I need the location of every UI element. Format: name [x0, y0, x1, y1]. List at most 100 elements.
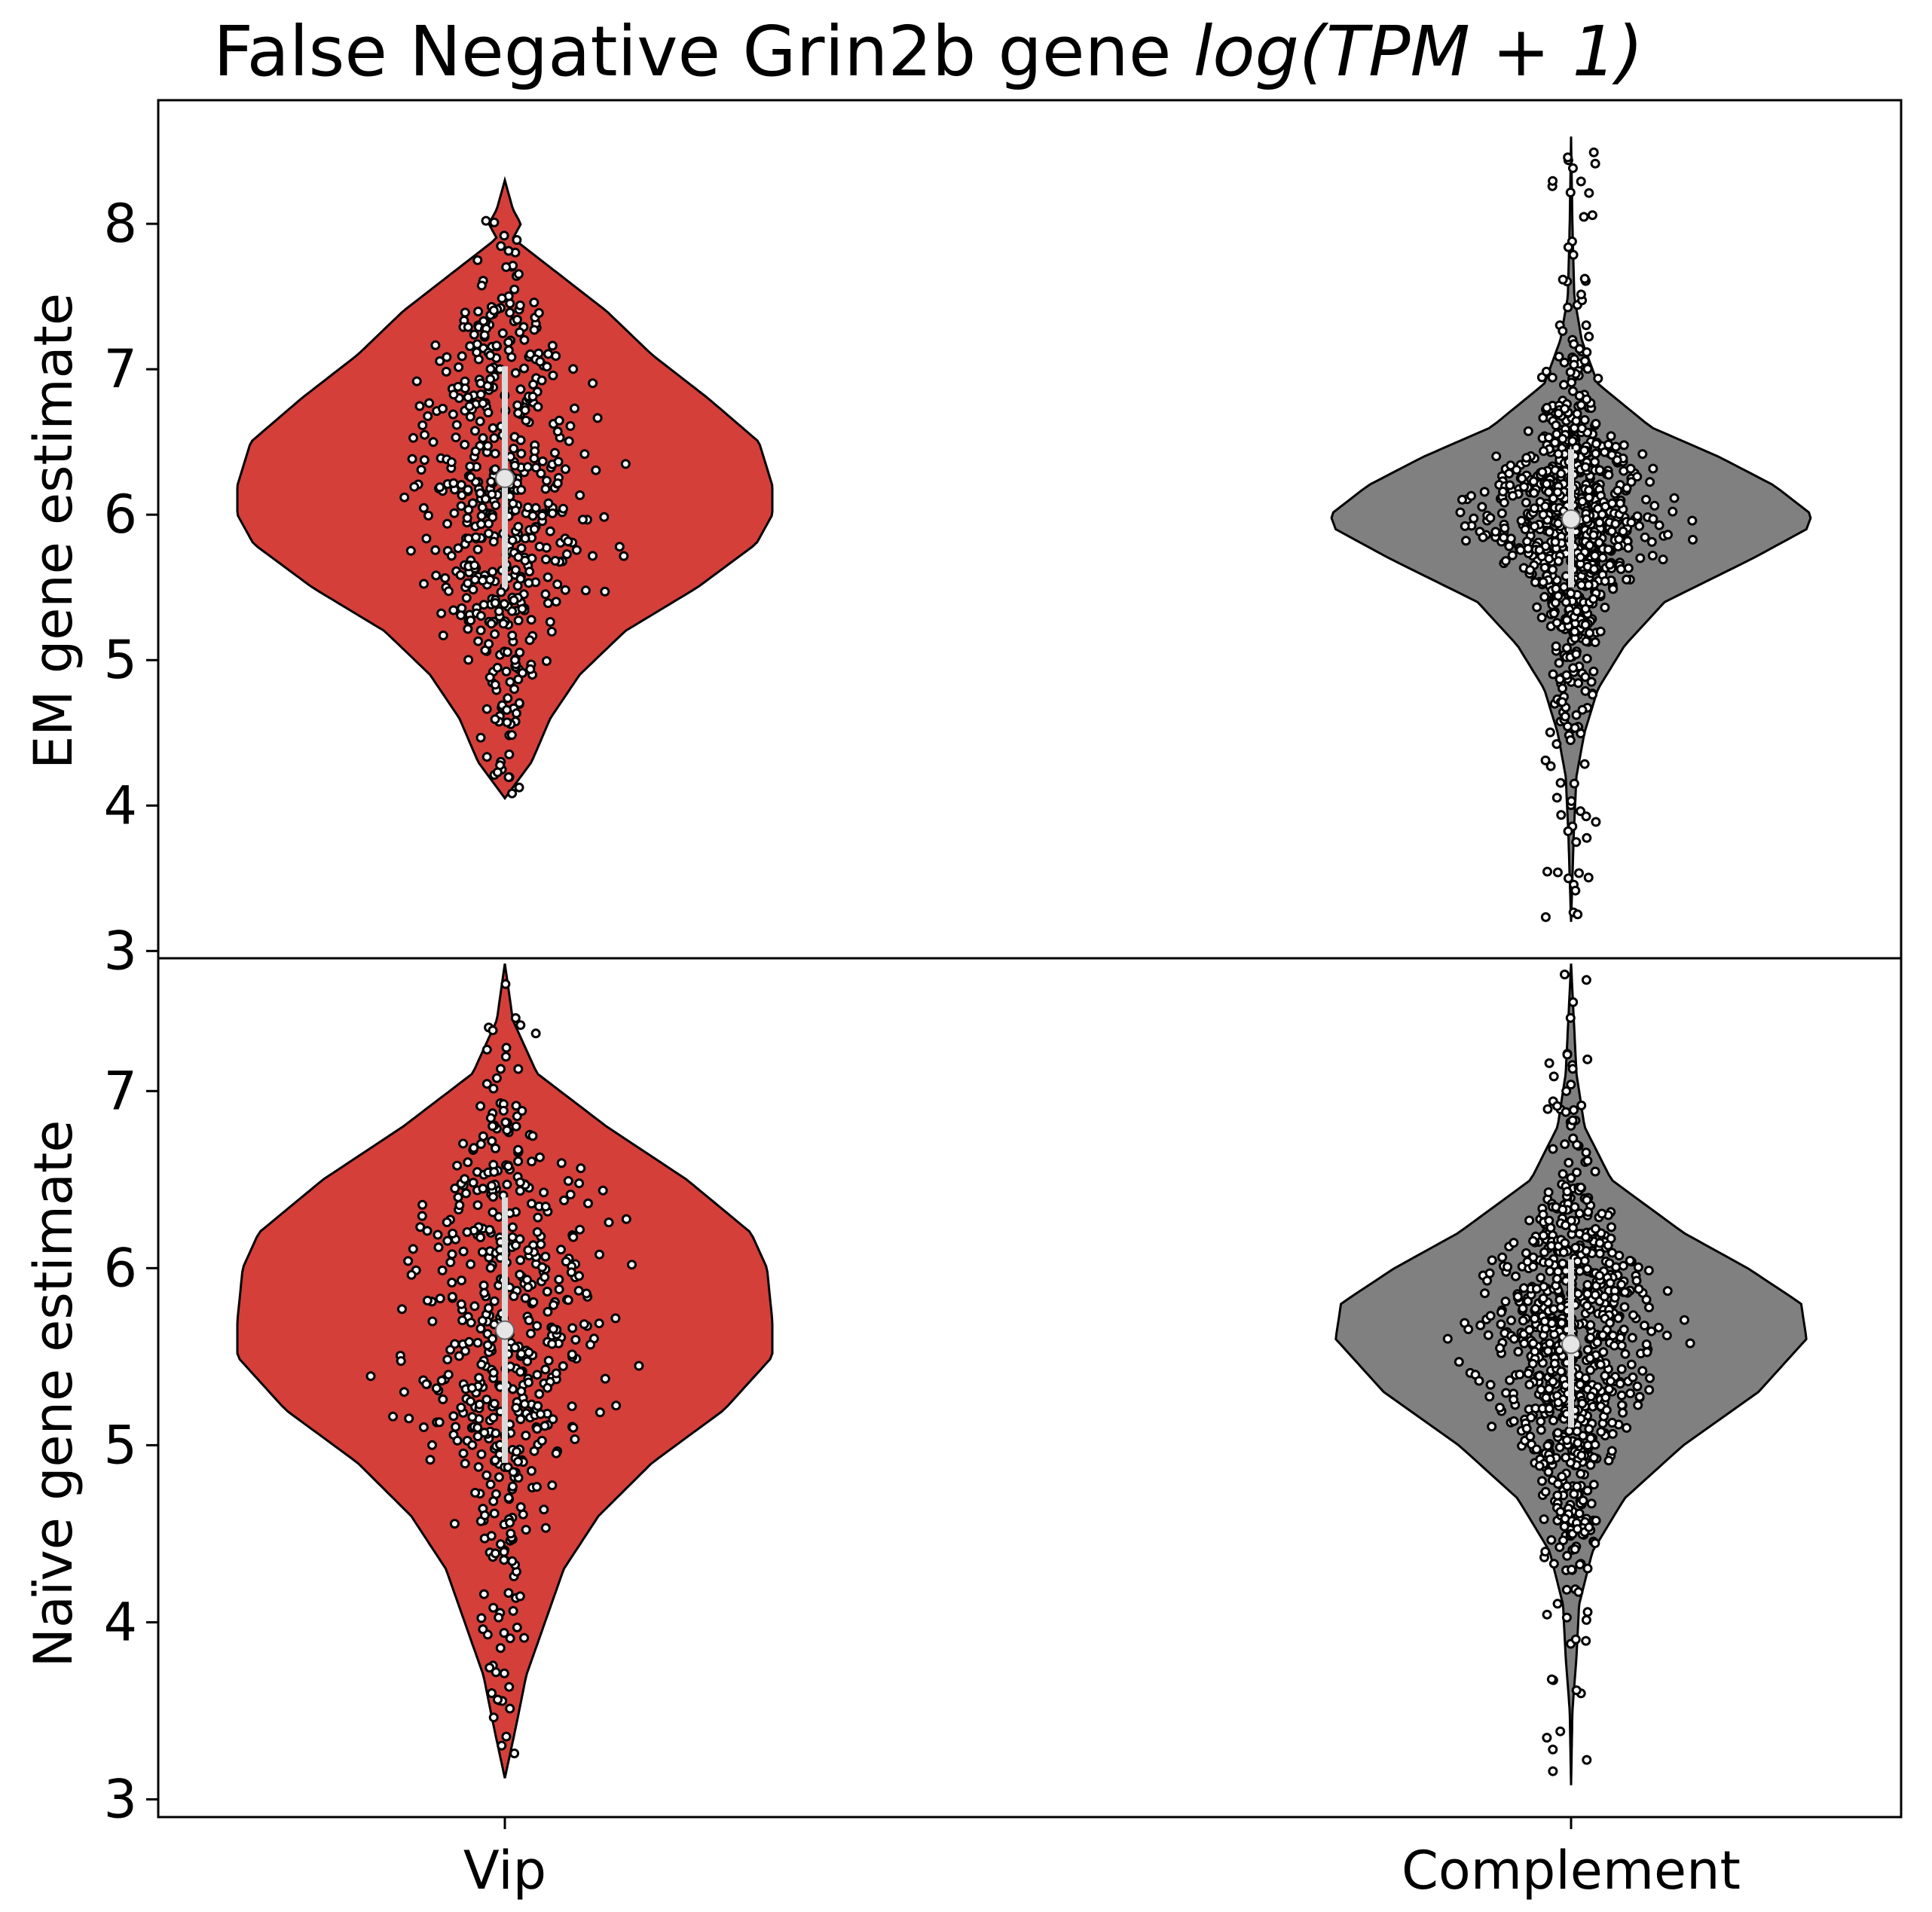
data-point: [1628, 1372, 1638, 1382]
data-point: [481, 704, 492, 714]
data-point: [576, 1163, 586, 1174]
data-point: [1577, 1398, 1588, 1409]
data-point: [1582, 514, 1592, 524]
data-point: [427, 1440, 437, 1450]
data-point: [579, 449, 590, 460]
data-point: [1537, 467, 1548, 478]
data-point: [541, 554, 551, 565]
data-point: [504, 1681, 515, 1692]
data-point: [507, 1222, 518, 1232]
data-point: [1564, 1426, 1575, 1436]
data-point: [1572, 1524, 1582, 1535]
data-point: [1575, 1559, 1585, 1570]
data-point: [405, 545, 416, 556]
data-point: [521, 1525, 531, 1535]
data-point: [431, 570, 442, 581]
data-point: [1551, 420, 1561, 431]
data-point: [1499, 523, 1510, 533]
data-point: [506, 352, 517, 362]
data-point: [448, 389, 459, 400]
data-point: [1556, 1302, 1566, 1312]
data-point: [442, 1235, 453, 1246]
data-point: [511, 1121, 521, 1132]
data-point: [484, 528, 494, 539]
data-point: [445, 1257, 456, 1268]
data-point: [1571, 1685, 1582, 1696]
data-point: [1576, 176, 1586, 187]
data-point: [1585, 1391, 1596, 1402]
data-point: [1623, 542, 1634, 553]
data-point: [388, 1411, 398, 1422]
data-point: [1512, 1291, 1523, 1302]
data-point: [1633, 1400, 1643, 1410]
data-point: [505, 1517, 515, 1528]
data-point: [1586, 1498, 1597, 1509]
data-point: [1685, 1338, 1695, 1348]
data-point: [1591, 817, 1601, 827]
data-point: [556, 1245, 566, 1255]
data-point: [1548, 1416, 1558, 1425]
data-point: [404, 1413, 414, 1424]
data-point: [1516, 515, 1527, 526]
data-point: [503, 246, 514, 256]
data-point: [477, 1247, 488, 1257]
data-point: [1576, 580, 1587, 591]
data-point: [573, 1285, 584, 1296]
data-point: [1524, 1215, 1535, 1226]
data-point: [1570, 1544, 1580, 1554]
data-point: [1538, 577, 1548, 588]
x-axis: Vip Complement: [463, 1817, 1741, 1901]
data-point: [499, 1668, 509, 1678]
data-point: [448, 409, 458, 420]
data-point: [1603, 439, 1613, 450]
data-point: [488, 1192, 498, 1202]
data-point: [1562, 1187, 1573, 1197]
data-point: [1568, 386, 1578, 396]
data-point: [474, 1373, 485, 1383]
data-point: [1634, 1284, 1644, 1294]
data-point: [1637, 449, 1648, 460]
data-point: [570, 1434, 580, 1444]
data-point: [499, 599, 509, 609]
data-point: [491, 1073, 502, 1083]
data-point: [467, 1440, 478, 1450]
data-point: [1642, 1347, 1652, 1358]
data-point: [1530, 1346, 1540, 1357]
data-point: [1607, 1428, 1618, 1439]
data-point: [466, 1318, 476, 1328]
data-point: [1545, 1266, 1555, 1276]
data-point: [504, 749, 515, 759]
data-point: [516, 543, 527, 554]
data-point: [1548, 564, 1558, 575]
data-point: [446, 551, 457, 561]
x-tick-label: Vip: [463, 1840, 546, 1901]
data-point: [1560, 1513, 1570, 1524]
data-point: [515, 1414, 526, 1425]
data-point: [1515, 545, 1526, 555]
data-point: [417, 1199, 428, 1210]
data-point: [1584, 188, 1594, 198]
data-point: [539, 1187, 549, 1198]
data-point: [471, 532, 481, 542]
data-point: [1590, 158, 1600, 169]
data-point: [489, 1296, 500, 1306]
data-point: [1536, 1425, 1546, 1435]
data-point: [502, 717, 512, 728]
data-point: [543, 1382, 553, 1393]
data-point: [1576, 806, 1585, 817]
data-point: [547, 508, 558, 518]
data-point: [1581, 636, 1591, 646]
data-point: [505, 307, 515, 318]
data-point: [558, 503, 568, 514]
data-point: [545, 617, 555, 627]
data-point: [1560, 1139, 1570, 1150]
data-point: [1618, 526, 1628, 536]
data-point: [503, 772, 514, 783]
data-point: [1607, 1248, 1617, 1258]
data-point: [1622, 1422, 1632, 1433]
data-point: [485, 1113, 496, 1123]
data-point: [419, 455, 430, 466]
data-point: [1498, 487, 1509, 496]
data-point: [1587, 210, 1597, 221]
data-point: [1582, 1263, 1592, 1274]
